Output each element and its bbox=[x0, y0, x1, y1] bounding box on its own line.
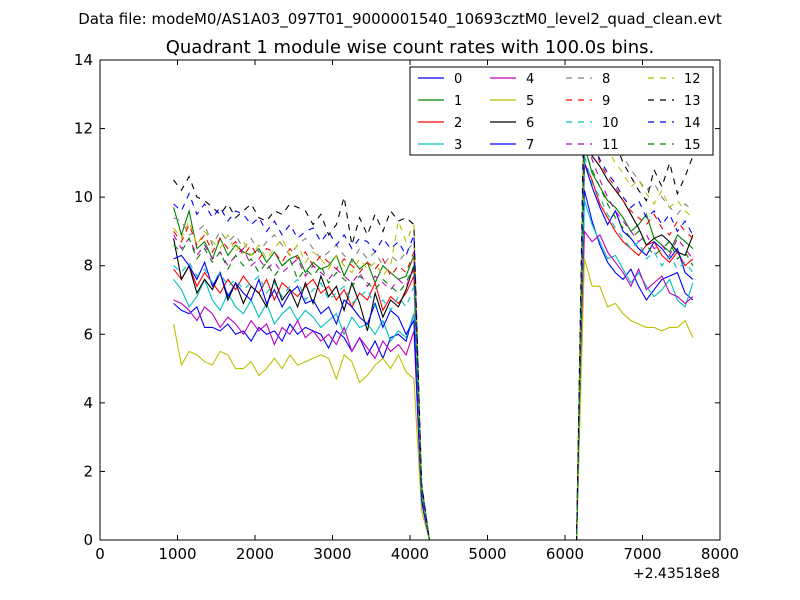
legend-box bbox=[409, 66, 714, 156]
series-line-10 bbox=[173, 155, 694, 541]
legend-label-5: 5 bbox=[526, 94, 534, 109]
legend-label-4: 4 bbox=[526, 72, 534, 87]
legend-label-8: 8 bbox=[602, 72, 610, 87]
legend-label-0: 0 bbox=[454, 72, 462, 87]
x-tick-label: 2000 bbox=[236, 545, 274, 563]
legend-label-3: 3 bbox=[454, 138, 462, 153]
y-tick-label: 0 bbox=[83, 531, 93, 549]
y-tick-label: 2 bbox=[83, 462, 93, 480]
legend-label-6: 6 bbox=[526, 116, 534, 131]
series-line-3 bbox=[173, 200, 694, 541]
x-offset-label: +2.43518e8 bbox=[633, 566, 720, 582]
series-line-1 bbox=[173, 145, 694, 541]
series-line-0 bbox=[173, 190, 694, 541]
x-tick-label: 5000 bbox=[468, 545, 506, 563]
x-tick-label: 0 bbox=[95, 545, 105, 563]
legend-label-10: 10 bbox=[602, 116, 619, 131]
series-line-9 bbox=[173, 107, 694, 541]
y-tick-label: 4 bbox=[83, 394, 93, 412]
series-line-4 bbox=[173, 229, 694, 541]
x-tick-label: 3000 bbox=[313, 545, 351, 563]
series-line-11 bbox=[173, 135, 694, 541]
x-tick-label: 6000 bbox=[546, 545, 584, 563]
legend-label-11: 11 bbox=[602, 138, 619, 153]
y-tick-label: 10 bbox=[74, 188, 93, 206]
legend-label-12: 12 bbox=[684, 72, 701, 87]
legend-label-13: 13 bbox=[684, 94, 701, 109]
x-tick-label: 8000 bbox=[701, 545, 739, 563]
y-tick-label: 6 bbox=[83, 325, 93, 343]
legend-label-7: 7 bbox=[526, 138, 534, 153]
x-axis: 0 1000 2000 3000 4000 5000 6000 7000 8000 bbox=[95, 60, 739, 563]
legend-label-14: 14 bbox=[684, 116, 701, 131]
series-line-7 bbox=[173, 162, 694, 541]
y-tick-label: 12 bbox=[74, 120, 93, 138]
series-line-6 bbox=[173, 124, 694, 541]
y-tick-label: 8 bbox=[83, 257, 93, 275]
x-tick-label: 1000 bbox=[158, 545, 196, 563]
series-line-12 bbox=[173, 97, 694, 541]
suptitle: Data file: modeM0/AS1A03_097T01_90000015… bbox=[78, 10, 722, 29]
series-line-14 bbox=[173, 118, 694, 541]
chart-title: Quadrant 1 module wise count rates with … bbox=[166, 37, 655, 58]
legend-label-15: 15 bbox=[684, 138, 701, 153]
series-line-2 bbox=[173, 162, 694, 541]
legend-label-1: 1 bbox=[454, 94, 462, 109]
y-tick-label: 14 bbox=[74, 51, 93, 69]
x-tick-label: 7000 bbox=[623, 545, 661, 563]
legend-label-9: 9 bbox=[602, 94, 610, 109]
legend-label-2: 2 bbox=[454, 116, 462, 131]
x-tick-label: 4000 bbox=[391, 545, 429, 563]
